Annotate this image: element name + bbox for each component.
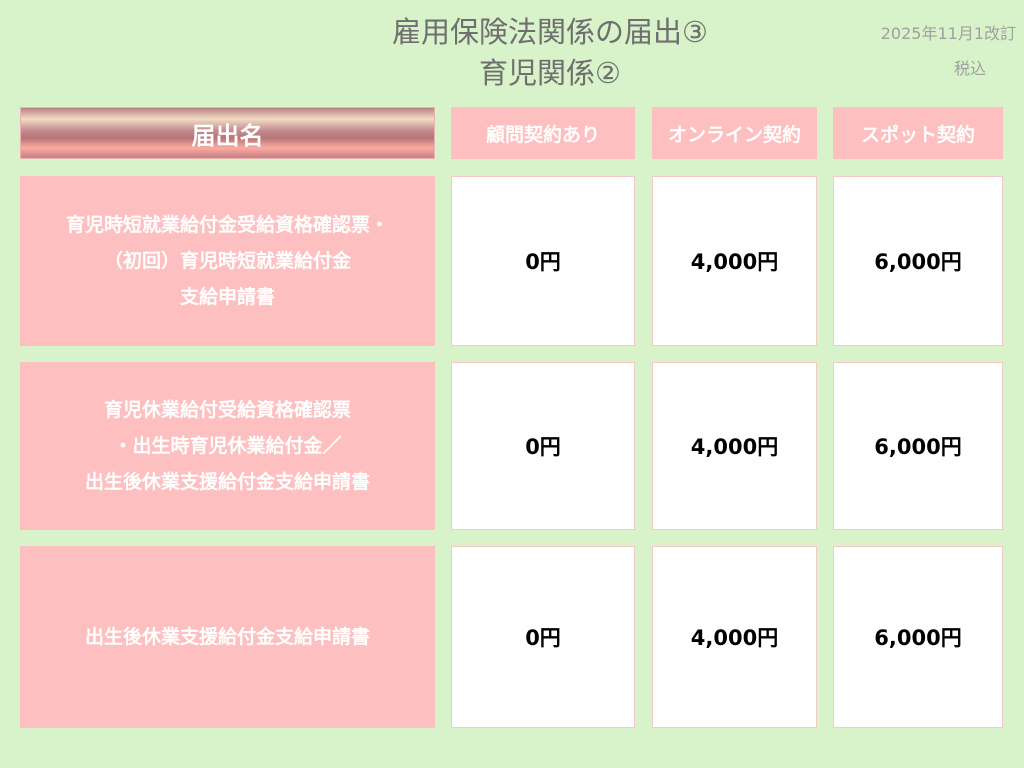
price-spot: 6,000円 (833, 362, 1003, 530)
column-header-name: 届出名 (20, 107, 435, 159)
row-name: 育児時短就業給付金受給資格確認票・ （初回）育児時短就業給付金 支給申請書 (20, 176, 435, 346)
row-name: 出生後休業支援給付金支給申請書 (20, 546, 435, 728)
revision-date: 2025年11月1改訂 (880, 24, 1016, 43)
column-header-advisory: 顧問契約あり (451, 107, 635, 159)
price-spot: 6,000円 (833, 176, 1003, 346)
row-name: 育児休業給付受給資格確認票 ・出生時育児休業給付金／ 出生後休業支援給付金支給申… (20, 362, 435, 530)
column-header-spot: スポット契約 (833, 107, 1003, 159)
price-spot: 6,000円 (833, 546, 1003, 728)
price-advisory: 0円 (451, 176, 635, 346)
page-subtitle: 育児関係② (479, 56, 621, 90)
page-title: 雇用保険法関係の届出③ (392, 15, 708, 49)
price-online: 4,000円 (652, 176, 817, 346)
price-advisory: 0円 (451, 362, 635, 530)
price-advisory: 0円 (451, 546, 635, 728)
column-header-online: オンライン契約 (652, 107, 817, 159)
price-online: 4,000円 (652, 546, 817, 728)
price-online: 4,000円 (652, 362, 817, 530)
tax-note: 税込 (953, 59, 986, 78)
